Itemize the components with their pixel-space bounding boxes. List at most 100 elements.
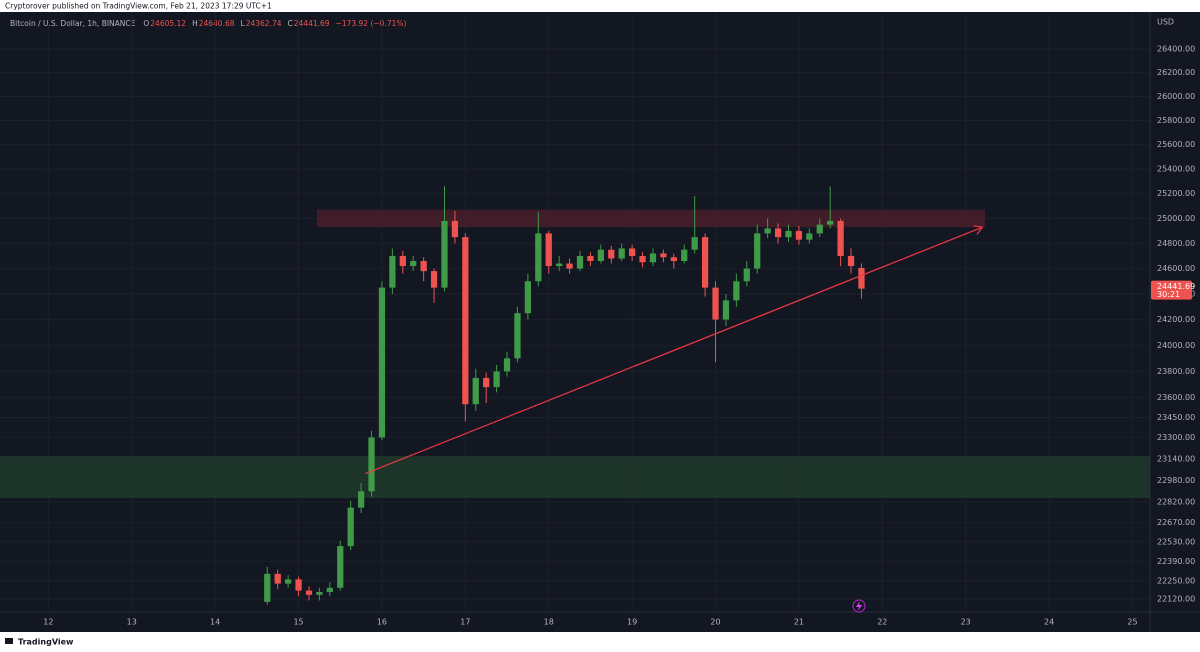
candle-body <box>722 300 730 320</box>
y-tick-label: 22120.00 <box>1157 595 1195 604</box>
candle <box>837 218 844 267</box>
candle <box>305 586 313 601</box>
candle <box>472 368 479 411</box>
candle <box>430 268 438 303</box>
candle <box>754 224 761 274</box>
candle <box>701 233 709 297</box>
candle-body <box>357 491 365 508</box>
candle <box>451 210 459 244</box>
candle <box>514 306 521 363</box>
candle <box>524 273 532 320</box>
trendline <box>365 226 983 475</box>
x-tick-label: 19 <box>627 618 637 627</box>
y-tick-label: 25000.00 <box>1157 214 1195 223</box>
candle-body <box>701 237 709 288</box>
y-tick-label: 23800.00 <box>1157 367 1195 376</box>
candle <box>847 248 855 274</box>
candle-body <box>774 228 782 238</box>
x-tick-label: 12 <box>43 618 53 627</box>
x-tick-label: 18 <box>544 618 554 627</box>
symbol-legend: Bitcoin / U.S. Dollar, 1h, BINANCE O 2460… <box>10 19 406 28</box>
ohlc-value: 24640.68 <box>199 19 235 28</box>
symbol: Bitcoin / U.S. Dollar, 1h, BINANCE <box>10 19 136 28</box>
y-tick-label: 24000.00 <box>1157 341 1195 350</box>
price-tag-countdown: 30:21 <box>1157 290 1180 299</box>
candle <box>597 244 604 264</box>
candle-body <box>691 237 698 250</box>
candle-body <box>305 590 313 595</box>
candle-body <box>587 255 594 262</box>
candle <box>337 540 344 591</box>
ohlc-value: 24441.69 <box>294 19 330 28</box>
x-tick-label: 21 <box>794 618 804 627</box>
candle-body <box>337 546 344 588</box>
candle <box>785 224 792 243</box>
candle <box>587 252 594 267</box>
publisher: Cryptorover published on TradingView.com… <box>5 2 272 11</box>
candle <box>483 372 490 403</box>
currency: USD <box>1157 18 1174 27</box>
zone <box>0 456 1150 499</box>
candle <box>639 252 646 268</box>
candle-body <box>524 281 532 314</box>
x-tick-label: 25 <box>1127 618 1137 627</box>
bottom-bar <box>0 632 1200 652</box>
candle <box>316 587 323 601</box>
candle <box>858 263 865 299</box>
candle-body <box>316 592 323 595</box>
candle <box>806 228 813 244</box>
candle <box>691 196 698 254</box>
y-tick-label: 25200.00 <box>1157 189 1195 198</box>
y-tick-label: 26400.00 <box>1157 45 1195 54</box>
candle-body <box>430 271 438 288</box>
candle <box>608 245 615 264</box>
y-tick-label: 24600.00 <box>1157 264 1195 273</box>
candle <box>827 186 834 229</box>
alert-icon <box>852 599 866 613</box>
y-tick-label: 24800.00 <box>1157 239 1195 248</box>
candle <box>649 248 657 267</box>
y-tick-label: 22670.00 <box>1157 518 1195 527</box>
candle <box>378 281 386 441</box>
candle <box>264 566 271 605</box>
candle <box>576 250 584 272</box>
candle-body <box>743 268 750 282</box>
candle <box>493 364 500 393</box>
y-tick-label: 26000.00 <box>1157 92 1195 101</box>
candle-body <box>670 257 677 262</box>
candle-body <box>576 255 584 269</box>
y-tick-label: 24200.00 <box>1157 315 1195 324</box>
y-tick-label: 22390.00 <box>1157 557 1195 566</box>
candle <box>681 244 688 264</box>
y-tick-label: 22250.00 <box>1157 576 1195 585</box>
candle <box>722 293 730 327</box>
candle <box>712 281 719 363</box>
candle-body <box>284 579 292 584</box>
x-tick-label: 15 <box>293 618 303 627</box>
candle-body <box>628 248 636 256</box>
candle-body <box>858 267 865 289</box>
candle <box>410 255 417 272</box>
candle-body <box>816 224 823 234</box>
candle <box>556 255 563 272</box>
candle-body <box>378 287 386 438</box>
candle <box>357 483 365 514</box>
candle-body <box>566 263 573 269</box>
candle-body <box>535 233 542 282</box>
candle <box>535 212 542 287</box>
tv-logo: TradingView <box>5 638 74 647</box>
candle <box>660 249 667 263</box>
candle <box>295 576 302 597</box>
y-tick-label: 22820.00 <box>1157 498 1195 507</box>
y-tick-label: 23450.00 <box>1157 413 1195 422</box>
candle <box>618 243 625 262</box>
candle-body <box>368 437 375 492</box>
plot-area <box>0 12 1150 612</box>
zone <box>316 209 985 228</box>
candle-body <box>795 230 803 240</box>
candle <box>420 257 427 282</box>
y-tick-label: 26200.00 <box>1157 68 1195 77</box>
candle-body <box>837 220 844 256</box>
candle-body <box>639 255 646 263</box>
x-tick-label: 13 <box>127 618 137 627</box>
